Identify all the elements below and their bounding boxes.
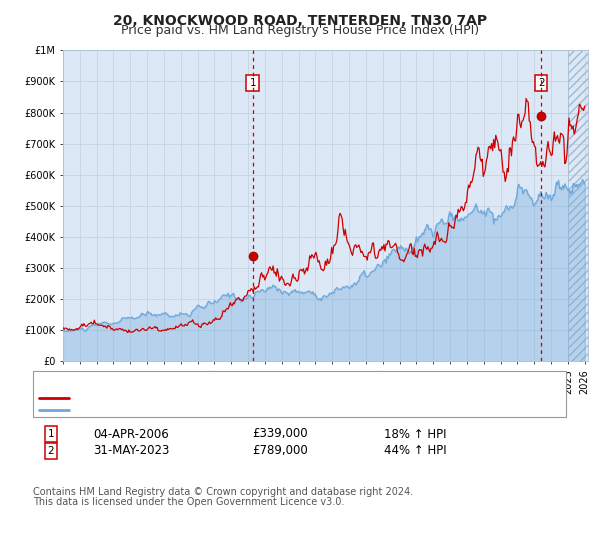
Text: 2: 2 [538, 78, 545, 88]
Text: 04-APR-2006: 04-APR-2006 [93, 427, 169, 441]
Text: £789,000: £789,000 [252, 444, 308, 458]
Text: 20, KNOCKWOOD ROAD, TENTERDEN, TN30 7AP (detached house): 20, KNOCKWOOD ROAD, TENTERDEN, TN30 7AP … [75, 393, 445, 403]
Text: 18% ↑ HPI: 18% ↑ HPI [384, 427, 446, 441]
Text: This data is licensed under the Open Government Licence v3.0.: This data is licensed under the Open Gov… [33, 497, 344, 507]
Text: 1: 1 [250, 78, 256, 88]
Text: 44% ↑ HPI: 44% ↑ HPI [384, 444, 446, 458]
Bar [568, 50, 588, 361]
Text: 20, KNOCKWOOD ROAD, TENTERDEN, TN30 7AP: 20, KNOCKWOOD ROAD, TENTERDEN, TN30 7AP [113, 14, 487, 28]
Text: £339,000: £339,000 [252, 427, 308, 441]
Text: 2: 2 [47, 446, 55, 456]
Text: Contains HM Land Registry data © Crown copyright and database right 2024.: Contains HM Land Registry data © Crown c… [33, 487, 413, 497]
Text: 31-MAY-2023: 31-MAY-2023 [93, 444, 169, 458]
Text: 1: 1 [47, 429, 55, 439]
Text: HPI: Average price, detached house, Ashford: HPI: Average price, detached house, Ashf… [75, 405, 324, 415]
Text: Price paid vs. HM Land Registry's House Price Index (HPI): Price paid vs. HM Land Registry's House … [121, 24, 479, 37]
